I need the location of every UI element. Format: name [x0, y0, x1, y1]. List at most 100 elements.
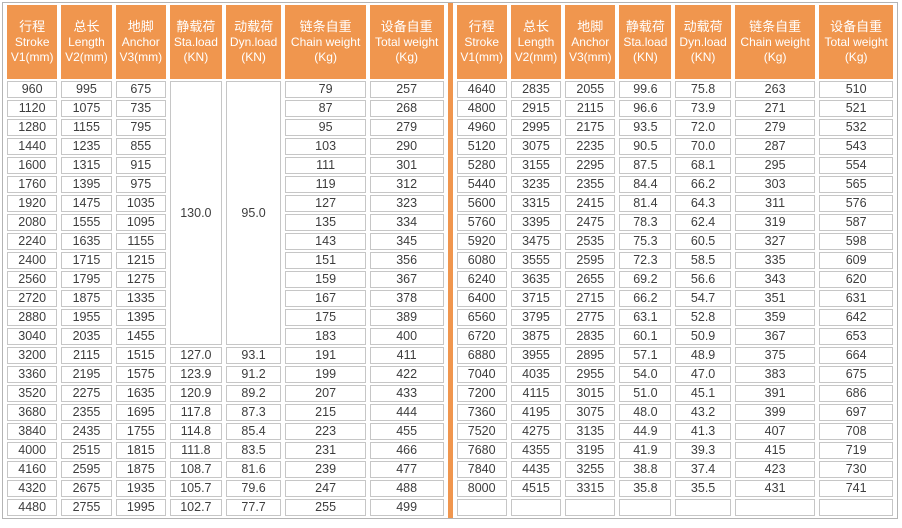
header-cn-label: 链条自重	[749, 18, 802, 34]
cell: 554	[819, 157, 893, 174]
header-cn-label: 行程	[468, 18, 495, 34]
table-row: 5440 3235 2355 84.4 66.2 303 565	[456, 176, 893, 193]
cell: 1455	[115, 328, 166, 345]
table-row: 6240 3635 2655 69.2 56.6 343 620	[456, 271, 893, 288]
table-row: 6560 3795 2775 63.1 52.8 359 642	[456, 309, 893, 326]
cell: 378	[369, 290, 444, 307]
cell: 5280	[456, 157, 507, 174]
cell: 3680	[7, 404, 58, 421]
table-header-left: 行程 Stroke V1(mm) 总长 Length V2(mm) 地脚 Anchor V3(m…	[7, 5, 444, 79]
cell: 1155	[115, 233, 166, 250]
cell: 35.8	[619, 480, 672, 497]
table-row: 4960 2995 2175 93.5 72.0 279 532	[456, 119, 893, 136]
cell: 3075	[565, 404, 616, 421]
header-unit-label: V1(mm)	[460, 50, 503, 65]
cell: 3200	[7, 347, 58, 364]
cell: 105.7	[169, 480, 222, 497]
header-en-label: Total weight	[824, 35, 888, 50]
cell: 422	[369, 366, 444, 383]
header-unit-label: V2(mm)	[65, 50, 108, 65]
table-row: 1760 1395 975 119 312	[7, 176, 444, 193]
col-header-anchor: 地脚 Anchor V3(mm)	[115, 5, 166, 79]
cell: 2955	[565, 366, 616, 383]
cell: 2560	[7, 271, 58, 288]
table-row: 3360 2195 1575 123.9 91.2 199 422	[7, 366, 444, 383]
cell	[819, 499, 893, 516]
spec-table-right: 行程 Stroke V1(mm) 总长 Length V2(mm) 地脚 Anchor V3(m…	[453, 3, 898, 518]
table-row: 1440 1235 855 103 290	[7, 138, 444, 155]
cell: 247	[285, 480, 366, 497]
cell: 735	[115, 100, 166, 117]
cell: 63.1	[619, 309, 672, 326]
cell: 565	[819, 176, 893, 193]
table-row: 3840 2435 1755 114.8 85.4 223 455	[7, 423, 444, 440]
cell: 5600	[456, 195, 507, 212]
cell: 2115	[61, 347, 112, 364]
cell: 191	[285, 347, 366, 364]
cell: 2235	[565, 138, 616, 155]
cell: 83.5	[225, 442, 282, 459]
cell: 1760	[7, 176, 58, 193]
cell: 488	[369, 480, 444, 497]
table-row: 6720 3875 2835 60.1 50.9 367 653	[456, 328, 893, 345]
cell: 383	[734, 366, 816, 383]
cell: 4640	[456, 81, 507, 98]
cell	[675, 499, 731, 516]
cell: 96.6	[619, 100, 672, 117]
cell: 415	[734, 442, 816, 459]
cell: 108.7	[169, 461, 222, 478]
cell: 257	[369, 81, 444, 98]
header-unit-label: (KN)	[633, 50, 658, 65]
cell: 2295	[565, 157, 616, 174]
cell: 3195	[565, 442, 616, 459]
cell: 466	[369, 442, 444, 459]
cell: 295	[734, 157, 816, 174]
header-en-label: Stroke	[464, 35, 499, 50]
cell: 263	[734, 81, 816, 98]
cell: 2915	[510, 100, 562, 117]
cell: 795	[115, 119, 166, 136]
cell: 719	[819, 442, 893, 459]
cell: 4195	[510, 404, 562, 421]
cell: 2355	[61, 404, 112, 421]
cell: 75.8	[675, 81, 731, 98]
cell	[734, 499, 816, 516]
cell: 279	[369, 119, 444, 136]
header-cn-label: 地脚	[577, 18, 604, 34]
cell: 389	[369, 309, 444, 326]
cell	[456, 499, 507, 516]
header-cn-label: 设备自重	[830, 18, 883, 34]
cell: 741	[819, 480, 893, 497]
cell: 2655	[565, 271, 616, 288]
cell: 6560	[456, 309, 507, 326]
cell: 69.2	[619, 271, 672, 288]
cell: 1795	[61, 271, 112, 288]
header-en-label: Length	[68, 35, 105, 50]
cell: 312	[369, 176, 444, 193]
cell: 44.9	[619, 423, 672, 440]
cell: 37.4	[675, 461, 731, 478]
cell: 1635	[115, 385, 166, 402]
cell: 960	[7, 81, 58, 98]
table-row: 5280 3155 2295 87.5 68.1 295 554	[456, 157, 893, 174]
table-row: 2240 1635 1155 143 345	[7, 233, 444, 250]
cell: 93.1	[225, 347, 282, 364]
cell: 686	[819, 385, 893, 402]
cell: 45.1	[675, 385, 731, 402]
cell: 730	[819, 461, 893, 478]
col-header-total-weight: 设备自重 Total weight (Kg)	[369, 5, 444, 79]
cell: 356	[369, 252, 444, 269]
cell: 367	[369, 271, 444, 288]
header-unit-label: V3(mm)	[119, 50, 163, 65]
table-row: 7680 4355 3195 41.9 39.3 415 719	[456, 442, 893, 459]
cell: 2995	[510, 119, 562, 136]
cell: 64.3	[675, 195, 731, 212]
cell: 411	[369, 347, 444, 364]
cell: 2835	[510, 81, 562, 98]
table-row: 5120 3075 2235 90.5 70.0 287 543	[456, 138, 893, 155]
col-header-chain-weight: 链条自重 Chain weight (Kg)	[285, 5, 366, 79]
cell: 38.8	[619, 461, 672, 478]
cell: 4000	[7, 442, 58, 459]
cell: 3315	[565, 480, 616, 497]
cell: 4035	[510, 366, 562, 383]
